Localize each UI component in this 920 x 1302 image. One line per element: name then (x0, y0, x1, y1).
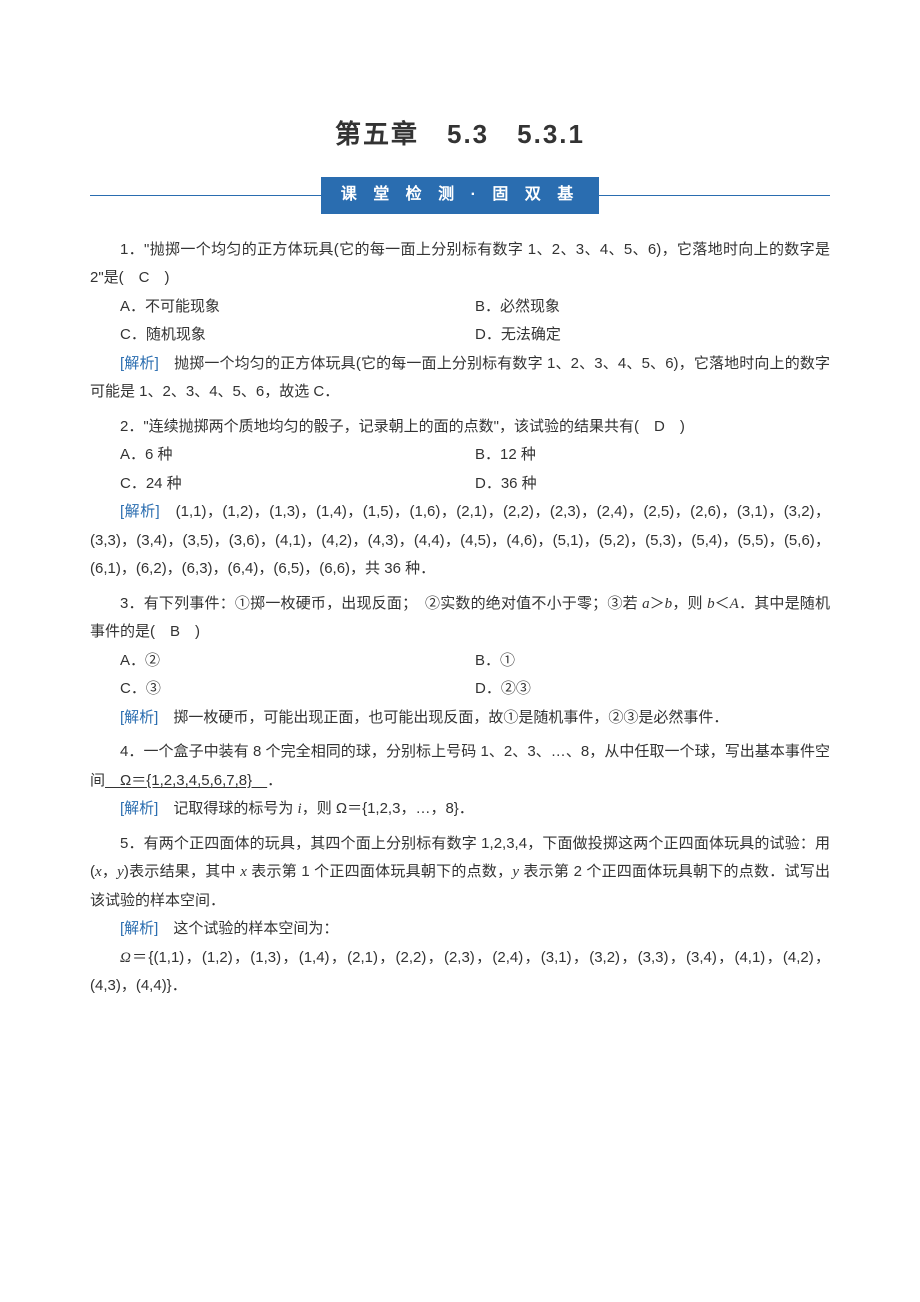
question-2: 2．"连续抛掷两个质地均匀的骰子，记录朝上的面的点数"，该试验的结果共有( D … (90, 413, 830, 584)
q3-lt: ＜ (715, 595, 730, 612)
q5-text: 5．有两个正四面体的玩具，其四个面上分别标有数字 1,2,3,4，下面做投掷这两… (90, 830, 830, 916)
q5-var-y2: y (512, 864, 519, 880)
q1-option-c: C．随机现象 (120, 321, 475, 350)
q5-omega: Ω (120, 950, 131, 966)
q2-options-row1: A．6 种 B．12 种 (90, 441, 830, 470)
q3-option-c: C．③ (120, 675, 475, 704)
q3-option-d: D．②③ (475, 675, 830, 704)
q3-text-p1: 3．有下列事件：①掷一枚硬币，出现反面； ②实数的绝对值不小于零；③若 (120, 595, 642, 612)
analysis-label: [解析] (120, 355, 159, 372)
q4-text: 4．一个盒子中装有 8 个完全相同的球，分别标上号码 1、2、3、…、8，从中任… (90, 738, 830, 795)
q1-analysis-text: 抛掷一个均匀的正方体玩具(它的每一面上分别标有数字 1、2、3、4、5、6)，它… (90, 355, 830, 401)
q5-comma1: ， (102, 863, 118, 880)
chapter-title: 第五章 5.3 5.3.1 (90, 110, 830, 159)
banner-line-right (599, 195, 830, 196)
q1-option-a: A．不可能现象 (120, 293, 475, 322)
q2-options-row2: C．24 种 D．36 种 (90, 470, 830, 499)
q3-var-A: A (730, 596, 739, 612)
q4-text-p2: ． (267, 772, 282, 789)
q1-option-b: B．必然现象 (475, 293, 830, 322)
q2-option-c: C．24 种 (120, 470, 475, 499)
q5-analysis-line1: [解析] 这个试验的样本空间为： (90, 915, 830, 944)
q1-text: 1．"抛掷一个均匀的正方体玩具(它的每一面上分别标有数字 1、2、3、4、5、6… (90, 236, 830, 293)
q2-option-b: B．12 种 (475, 441, 830, 470)
question-1: 1．"抛掷一个均匀的正方体玩具(它的每一面上分别标有数字 1、2、3、4、5、6… (90, 236, 830, 407)
q3-var-a: a (642, 596, 650, 612)
q4-analysis: [解析] 记取得球的标号为 i，则 Ω＝{1,2,3，…，8}． (90, 795, 830, 824)
q1-analysis: [解析] 抛掷一个均匀的正方体玩具(它的每一面上分别标有数字 1、2、3、4、5… (90, 350, 830, 407)
q2-text: 2．"连续抛掷两个质地均匀的骰子，记录朝上的面的点数"，该试验的结果共有( D … (90, 413, 830, 442)
q1-options-row1: A．不可能现象 B．必然现象 (90, 293, 830, 322)
q5-var-x1: x (95, 864, 102, 880)
banner-line-left (90, 195, 321, 196)
banner-text: 课 堂 检 测 · 固 双 基 (321, 177, 599, 213)
analysis-label: [解析] (120, 503, 160, 520)
q3-gt: ＞ (650, 595, 665, 612)
question-5: 5．有两个正四面体的玩具，其四个面上分别标有数字 1,2,3,4，下面做投掷这两… (90, 830, 830, 1001)
q3-analysis: [解析] 掷一枚硬币，可能出现正面，也可能出现反面，故①是随机事件，②③是必然事… (90, 704, 830, 733)
q4-analysis-t2: ，则 Ω＝{1,2,3，…，8}． (302, 800, 474, 817)
q3-analysis-text: 掷一枚硬币，可能出现正面，也可能出现反面，故①是随机事件，②③是必然事件． (158, 709, 728, 726)
q5-text-p2: )表示结果，其中 (124, 863, 240, 880)
q3-options-row1: A．② B．① (90, 647, 830, 676)
q5-var-y1: y (117, 864, 124, 880)
analysis-label: [解析] (120, 920, 158, 937)
q5-analysis-line2: Ω＝{(1,1)，(1,2)，(1,3)，(1,4)，(2,1)，(2,2)，(… (90, 944, 830, 1001)
q5-analysis-t1: 这个试验的样本空间为： (158, 920, 338, 937)
question-3: 3．有下列事件：①掷一枚硬币，出现反面； ②实数的绝对值不小于零；③若 a＞ b，… (90, 590, 830, 733)
q2-option-a: A．6 种 (120, 441, 475, 470)
q1-options-row2: C．随机现象 D．无法确定 (90, 321, 830, 350)
q5-analysis-t2: ＝{(1,1)，(1,2)，(1,3)，(1,4)，(2,1)，(2,2)，(2… (90, 949, 830, 995)
q4-answer: Ω＝{1,2,3,4,5,6,7,8} (105, 772, 267, 789)
q3-text: 3．有下列事件：①掷一枚硬币，出现反面； ②实数的绝对值不小于零；③若 a＞ b，… (90, 590, 830, 647)
q2-option-d: D．36 种 (475, 470, 830, 499)
q3-text-p5: ，则 (672, 595, 707, 612)
q3-var-b2: b (707, 596, 715, 612)
section-banner: 课 堂 检 测 · 固 双 基 (90, 177, 830, 213)
q4-analysis-t1: 记取得球的标号为 (158, 800, 297, 817)
q2-analysis: [解析] (1,1)，(1,2)，(1,3)，(1,4)，(1,5)，(1,6)… (90, 498, 830, 584)
q2-analysis-text: (1,1)，(1,2)，(1,3)，(1,4)，(1,5)，(1,6)，(2,1… (90, 503, 830, 577)
q1-option-d: D．无法确定 (475, 321, 830, 350)
analysis-label: [解析] (120, 800, 158, 817)
question-4: 4．一个盒子中装有 8 个完全相同的球，分别标上号码 1、2、3、…、8，从中任… (90, 738, 830, 824)
q5-var-x2: x (240, 864, 247, 880)
q5-text-p3: 表示第 1 个正四面体玩具朝下的点数， (247, 863, 512, 880)
q3-options-row2: C．③ D．②③ (90, 675, 830, 704)
q3-option-b: B．① (475, 647, 830, 676)
analysis-label: [解析] (120, 709, 158, 726)
q3-option-a: A．② (120, 647, 475, 676)
